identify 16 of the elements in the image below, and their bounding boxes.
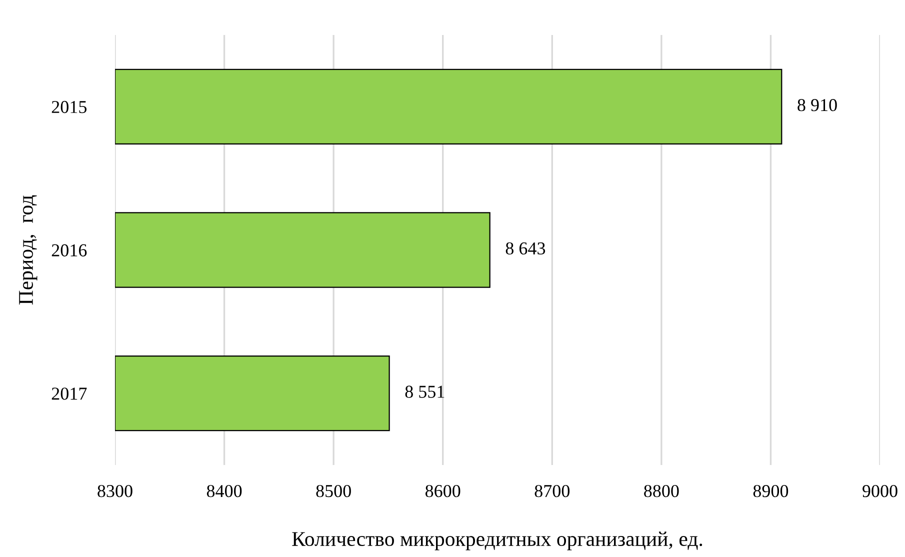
x-tick-label: 9000 bbox=[862, 484, 898, 498]
x-tick-label: 8300 bbox=[98, 484, 132, 498]
x-axis-title: Количество микрокредитных организаций, ед. bbox=[292, 532, 702, 550]
data-label: 8 643 bbox=[506, 242, 546, 255]
x-tick-label: 8900 bbox=[753, 484, 788, 498]
x-tick-label: 8700 bbox=[534, 484, 570, 498]
data-label: 8 551 bbox=[405, 386, 444, 398]
y-tick-label: 2017 bbox=[52, 388, 87, 400]
x-tick-label: 8500 bbox=[316, 484, 351, 498]
x-tick-label: 8600 bbox=[425, 484, 460, 498]
x-tick-label: 8400 bbox=[206, 484, 242, 498]
x-tick-label: 8800 bbox=[644, 484, 679, 498]
data-label: 8 910 bbox=[798, 99, 837, 112]
y-tick-label: 2015 bbox=[52, 100, 87, 114]
y-tick-label: 2016 bbox=[52, 244, 87, 256]
y-axis-title: Период, год bbox=[19, 195, 38, 305]
